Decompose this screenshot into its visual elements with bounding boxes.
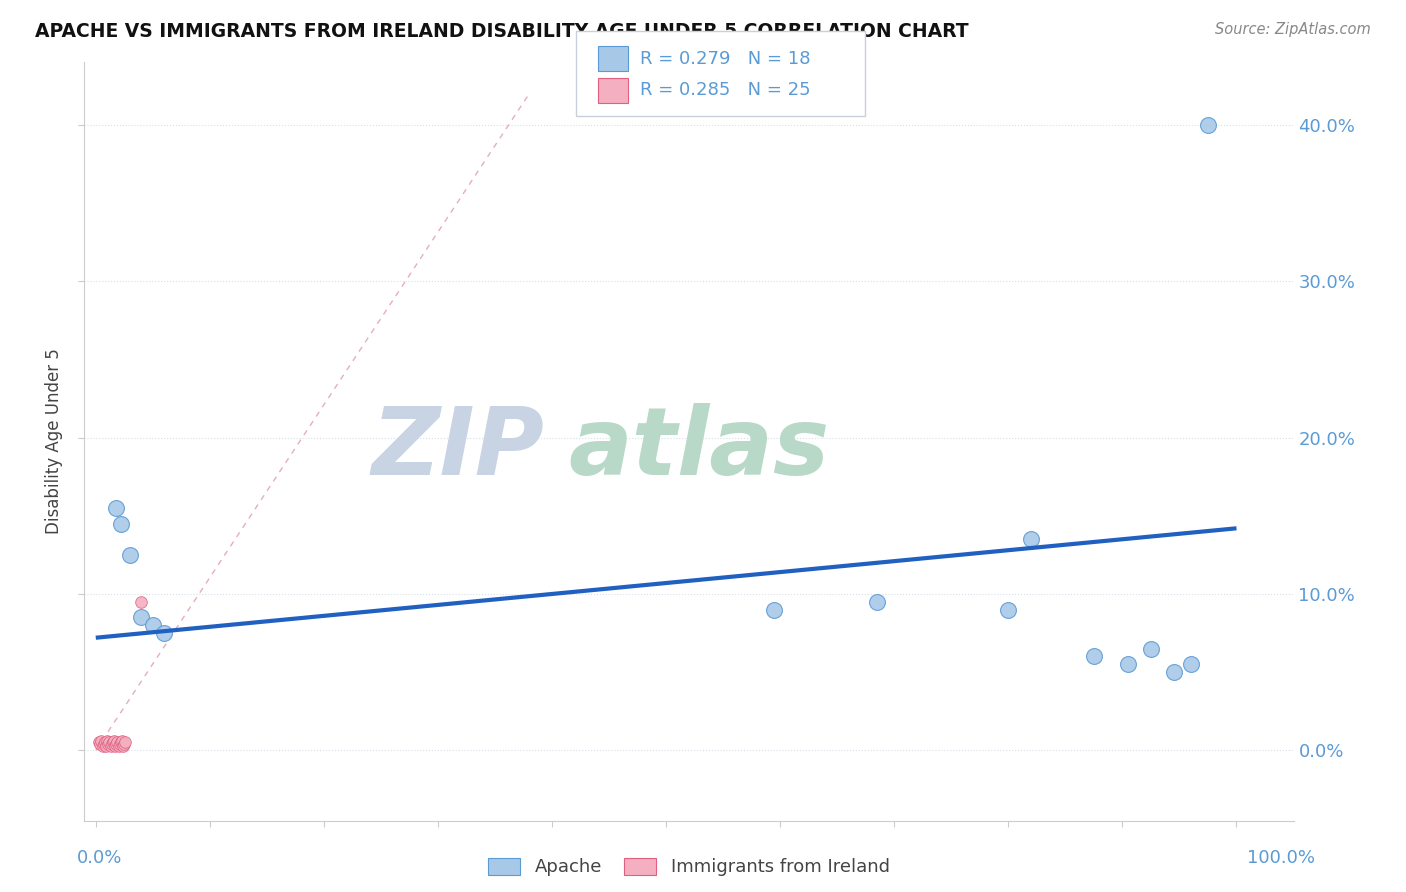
Text: R = 0.285   N = 25: R = 0.285 N = 25 [640, 81, 810, 99]
Point [100, 739, 122, 753]
Point [105, 500, 128, 515]
Point [866, 595, 889, 609]
Point [93, 737, 115, 751]
Point [1116, 657, 1139, 672]
Point [89, 737, 111, 751]
Point [997, 602, 1019, 616]
Point [91, 739, 114, 753]
Point [131, 610, 153, 624]
Point [90, 734, 112, 748]
Point [107, 735, 129, 749]
Text: ZIP: ZIP [371, 403, 544, 495]
Point [107, 739, 129, 753]
Point [142, 618, 165, 632]
Point [763, 602, 786, 616]
Text: Source: ZipAtlas.com: Source: ZipAtlas.com [1215, 22, 1371, 37]
Point [94, 739, 117, 753]
Point [1163, 665, 1185, 680]
Point [1140, 641, 1163, 656]
Point [100, 737, 122, 751]
Point [89, 735, 111, 749]
Point [1197, 118, 1219, 132]
Point [105, 737, 128, 751]
Legend: Apache, Immigrants from Ireland: Apache, Immigrants from Ireland [481, 850, 897, 884]
Text: 100.0%: 100.0% [1247, 849, 1315, 867]
Point [110, 516, 132, 531]
Y-axis label: Disability Age Under 5: Disability Age Under 5 [45, 349, 63, 534]
Point [1180, 657, 1202, 672]
Point [118, 548, 141, 562]
Point [112, 739, 135, 753]
Point [1019, 533, 1042, 547]
Point [1083, 649, 1105, 664]
Point [131, 595, 153, 609]
Point [114, 735, 136, 749]
Point [101, 735, 124, 749]
Point [98, 735, 121, 749]
Point [153, 626, 176, 640]
Text: 0.0%: 0.0% [77, 849, 122, 867]
Point [111, 734, 134, 748]
Text: R = 0.279   N = 18: R = 0.279 N = 18 [640, 50, 810, 68]
Point [94, 735, 117, 749]
Text: APACHE VS IMMIGRANTS FROM IRELAND DISABILITY AGE UNDER 5 CORRELATION CHART: APACHE VS IMMIGRANTS FROM IRELAND DISABI… [35, 22, 969, 41]
Point [97, 737, 120, 751]
Point [103, 734, 125, 748]
Point [110, 735, 132, 749]
Point [108, 737, 131, 751]
Point [96, 734, 118, 748]
Point [112, 737, 135, 751]
Point [104, 739, 127, 753]
Text: atlas: atlas [568, 403, 830, 495]
